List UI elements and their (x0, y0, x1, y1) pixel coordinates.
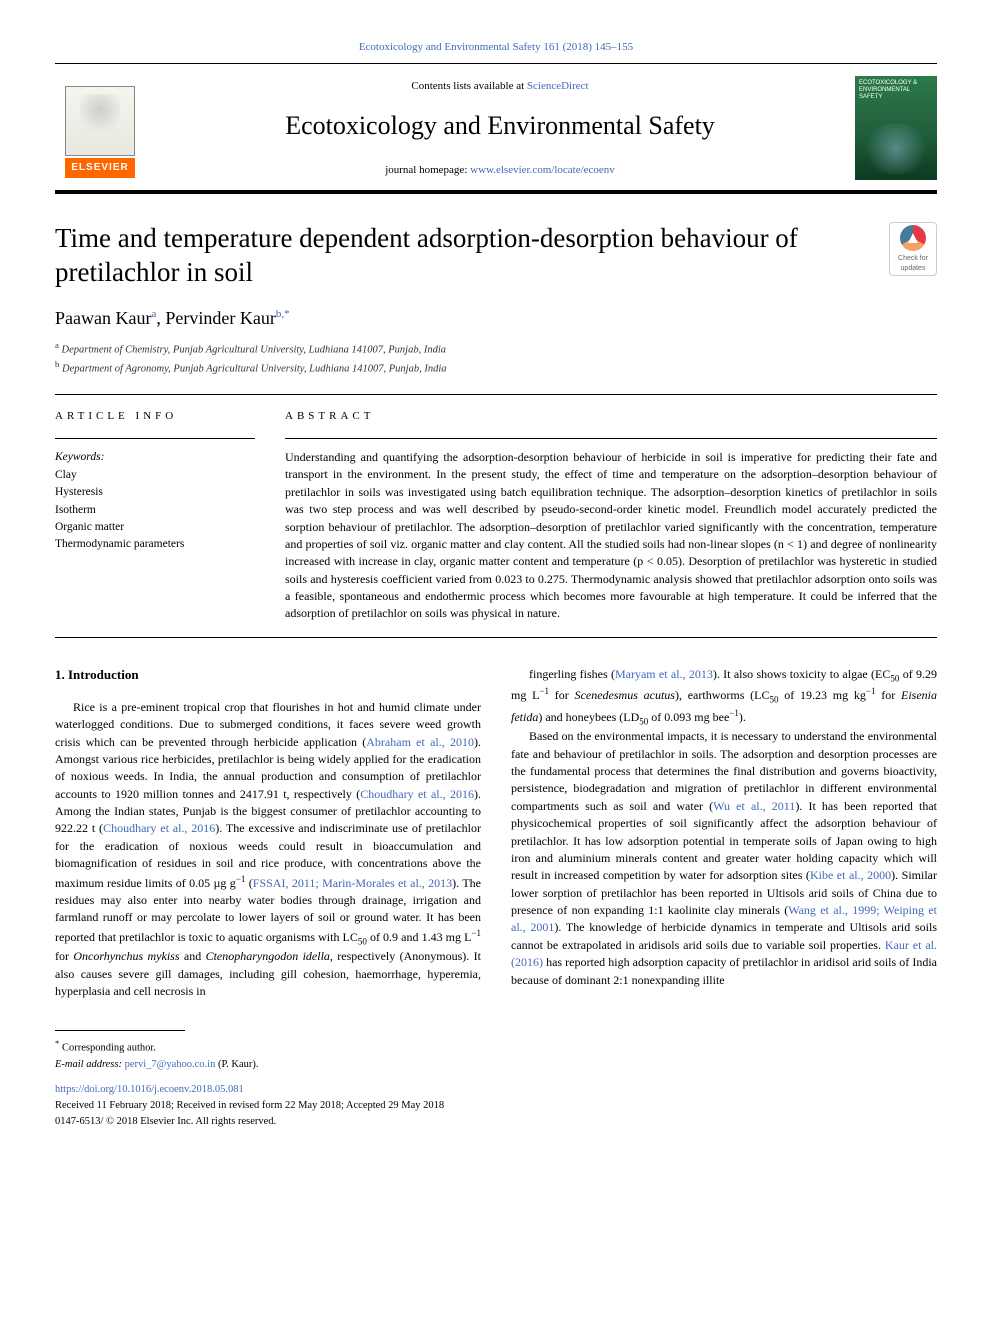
keyword: Isotherm (55, 502, 255, 519)
keyword: Thermodynamic parameters (55, 536, 255, 553)
sciencedirect-link[interactable]: ScienceDirect (527, 80, 589, 92)
affiliation: b Department of Agronomy, Punjab Agricul… (55, 358, 937, 377)
homepage-link[interactable]: www.elsevier.com/locate/ecoenv (470, 164, 615, 176)
journal-name: Ecotoxicology and Environmental Safety (165, 108, 835, 144)
article-info-heading: ARTICLE INFO (55, 409, 255, 424)
article-info-column: ARTICLE INFO Keywords: ClayHysteresisIso… (55, 409, 255, 623)
email-line: E-mail address: pervi_7@yahoo.co.in (P. … (55, 1057, 937, 1073)
abstract-column: ABSTRACT Understanding and quantifying t… (285, 409, 937, 623)
homepage-prefix: journal homepage: (385, 164, 470, 176)
abstract-text: Understanding and quantifying the adsorp… (285, 449, 937, 623)
masthead-center: Contents lists available at ScienceDirec… (145, 79, 855, 178)
body-paragraph: fingerling fishes (Maryam et al., 2013).… (511, 666, 937, 728)
corresponding-email[interactable]: pervi_7@yahoo.co.in (125, 1059, 216, 1070)
footnote-rule (55, 1030, 185, 1031)
contents-line: Contents lists available at ScienceDirec… (165, 79, 835, 94)
keyword: Organic matter (55, 519, 255, 536)
affiliations: a Department of Chemistry, Punjab Agricu… (55, 339, 937, 378)
corresponding-text: Corresponding author. (62, 1043, 156, 1054)
check-updates-icon (900, 225, 926, 251)
affiliation: a Department of Chemistry, Punjab Agricu… (55, 339, 937, 358)
masthead: ELSEVIER Contents lists available at Sci… (55, 76, 937, 194)
contents-prefix: Contents lists available at (411, 80, 526, 92)
keyword: Clay (55, 467, 255, 484)
section-heading-intro: 1. Introduction (55, 666, 481, 685)
abstract-heading: ABSTRACT (285, 409, 937, 424)
top-rule (55, 63, 937, 64)
keywords-label: Keywords: (55, 449, 255, 465)
article-title: Time and temperature dependent adsorptio… (55, 222, 889, 290)
authors: Paawan Kaura, Pervinder Kaurb,* (55, 306, 937, 331)
elsevier-logo[interactable]: ELSEVIER (55, 78, 145, 178)
check-updates-badge[interactable]: Check for updates (889, 222, 937, 276)
body-paragraph: Based on the environmental impacts, it i… (511, 728, 937, 989)
check-updates-line2: updates (901, 264, 926, 274)
journal-cover-thumb[interactable]: ECOTOXICOLOGY & ENVIRONMENTAL SAFETY (855, 76, 937, 180)
footnotes: * Corresponding author. E-mail address: … (55, 1037, 937, 1072)
email-name: (P. Kaur). (218, 1059, 259, 1070)
title-row: Time and temperature dependent adsorptio… (55, 222, 937, 290)
info-abstract-row: ARTICLE INFO Keywords: ClayHysteresisIso… (55, 409, 937, 623)
abstract-rule (285, 438, 937, 439)
corresponding-note: * Corresponding author. (55, 1037, 937, 1056)
check-updates-line1: Check for (898, 254, 928, 264)
elsevier-wordmark: ELSEVIER (65, 158, 134, 178)
top-citation[interactable]: Ecotoxicology and Environmental Safety 1… (55, 40, 937, 55)
cover-text: ECOTOXICOLOGY & ENVIRONMENTAL SAFETY (859, 80, 917, 99)
body-column-right: fingerling fishes (Maryam et al., 2013).… (511, 666, 937, 1001)
doi-block: https://doi.org/10.1016/j.ecoenv.2018.05… (55, 1082, 937, 1129)
doi-link[interactable]: https://doi.org/10.1016/j.ecoenv.2018.05… (55, 1084, 244, 1095)
issn-line: 0147-6513/ © 2018 Elsevier Inc. All righ… (55, 1116, 276, 1127)
rule-above-abstract (55, 394, 937, 395)
email-label: E-mail address: (55, 1059, 122, 1070)
body-column-left: 1. Introduction Rice is a pre-eminent tr… (55, 666, 481, 1001)
keywords-list: ClayHysteresisIsothermOrganic matterTher… (55, 467, 255, 553)
elsevier-tree-icon (65, 86, 135, 156)
received-line: Received 11 February 2018; Received in r… (55, 1100, 444, 1111)
body-paragraph: Rice is a pre-eminent tropical crop that… (55, 699, 481, 1001)
keyword: Hysteresis (55, 484, 255, 501)
homepage-line: journal homepage: www.elsevier.com/locat… (165, 163, 835, 178)
body-columns: 1. Introduction Rice is a pre-eminent tr… (55, 666, 937, 1001)
rule-below-abstract (55, 637, 937, 638)
article-info-rule (55, 438, 255, 439)
